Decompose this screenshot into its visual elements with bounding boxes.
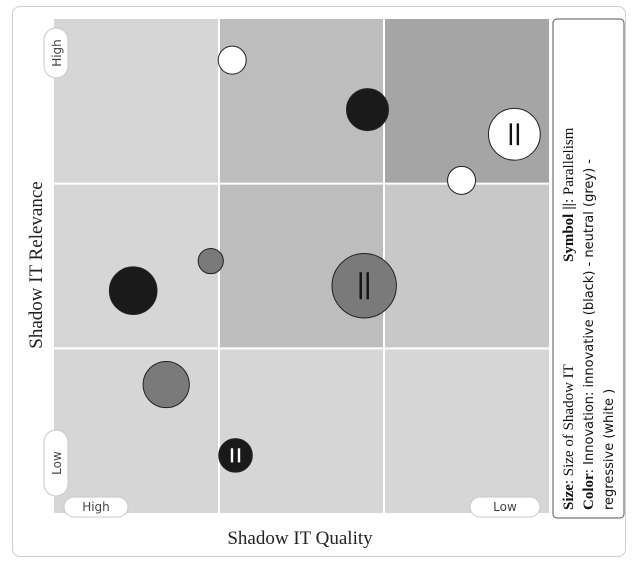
svg-text:High: High [50,39,64,67]
legend-size: Size: Size of Shadow IT [561,364,577,510]
bubble-innovative [108,266,158,316]
y-tick-high: High [43,27,69,79]
bubbles [108,45,541,473]
quadrant-cell [219,348,384,513]
x-tick-low: Low [469,496,541,518]
quadrant-cell [54,19,219,184]
svg-text:High: High [82,500,110,514]
x-tick-high: High [63,496,129,518]
svg-text:Low: Low [50,451,64,475]
legend-color-line2: regressive (white ) [602,389,617,510]
y-tick-low: Low [43,429,69,497]
bubble-neutral [142,360,190,409]
legend-color: Color: Innovation: innovative (black) - … [581,159,597,510]
legend: Size: Size of Shadow IT Symbol||: Parall… [552,18,625,519]
quadrant-grid [54,19,549,513]
quadrant-cell [54,183,219,349]
legend-symbol: Symbol||: Parallelism [561,127,577,262]
quadrant-cell [384,19,549,184]
bubble-neutral [197,247,224,275]
quadrant-cell [54,348,219,513]
quadrant-cell [384,183,549,349]
bubble-innovative [218,438,253,473]
bubble-neutral [331,253,397,319]
bubble-regressive [447,165,477,195]
bubble-innovative [346,88,389,132]
x-axis-title: Shadow IT Quality [227,528,373,549]
y-axis-title: Shadow IT Relevance [26,181,47,348]
svg-text:Low: Low [493,500,517,514]
quadrant-cell [384,348,549,513]
bubble-regressive [487,107,541,161]
bubble-regressive [217,45,247,75]
